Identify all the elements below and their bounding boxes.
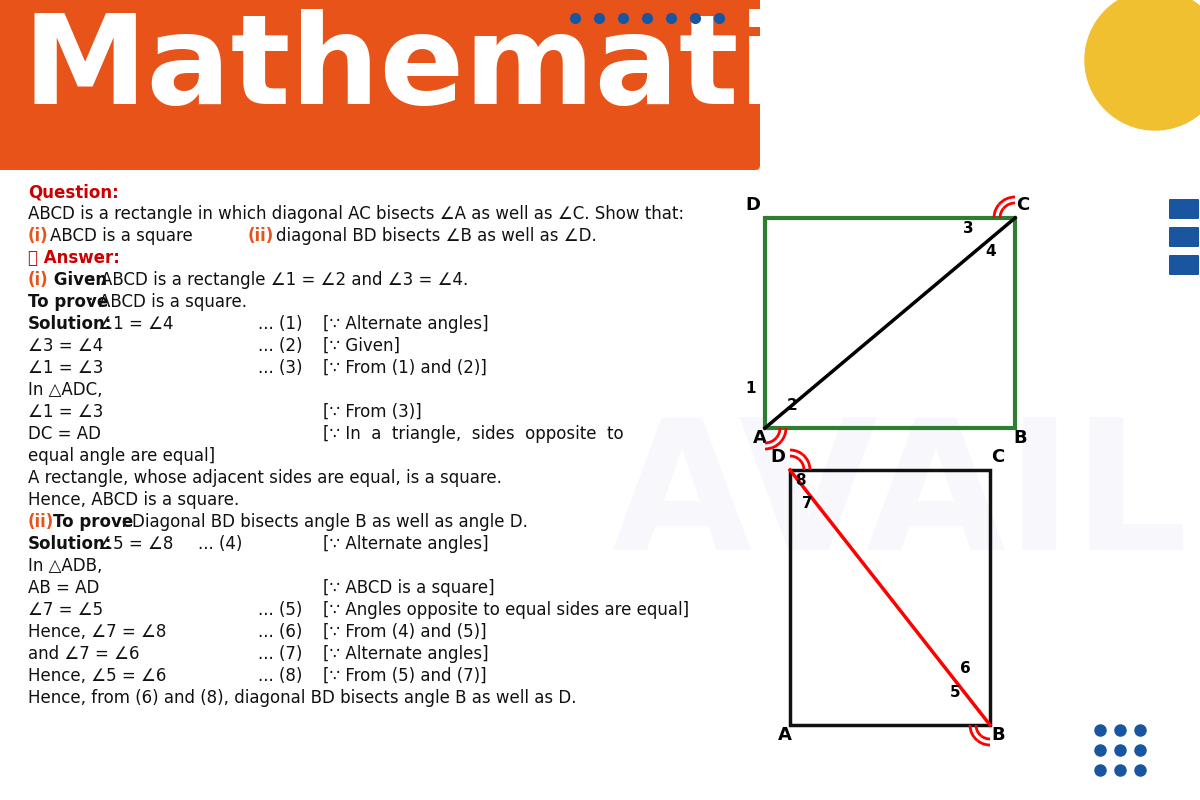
Text: ... (8): ... (8) (258, 667, 302, 685)
Text: ... (3): ... (3) (258, 359, 302, 377)
Text: 📖 Answer:: 📖 Answer: (28, 249, 120, 267)
Text: [∵ Alternate angles]: [∵ Alternate angles] (323, 535, 488, 553)
Text: In △ADC,: In △ADC, (28, 381, 102, 399)
Text: A: A (754, 429, 767, 447)
Text: ... (5): ... (5) (258, 601, 302, 619)
Text: [∵ Alternate angles]: [∵ Alternate angles] (323, 645, 488, 663)
Text: diagonal BD bisects ∠B as well as ∠D.: diagonal BD bisects ∠B as well as ∠D. (276, 227, 596, 245)
Text: [∵ Given]: [∵ Given] (323, 337, 400, 355)
Text: ... (6): ... (6) (258, 623, 302, 641)
Text: C: C (1016, 196, 1030, 214)
Text: ABCD is a rectangle in which diagonal AC bisects ∠A as well as ∠C. Show that:: ABCD is a rectangle in which diagonal AC… (28, 205, 684, 223)
Text: In △ADB,: In △ADB, (28, 557, 102, 575)
Text: B: B (1013, 429, 1027, 447)
Text: [∵ From (3)]: [∵ From (3)] (323, 403, 421, 421)
Circle shape (1085, 0, 1200, 130)
FancyBboxPatch shape (1169, 199, 1199, 219)
Text: 3: 3 (964, 221, 973, 236)
Text: DC = AD: DC = AD (28, 425, 101, 443)
Text: Mathematics: Mathematics (22, 9, 930, 130)
Text: D: D (770, 448, 786, 466)
Text: B: B (991, 726, 1004, 744)
Text: ∠1 = ∠3: ∠1 = ∠3 (28, 359, 103, 377)
FancyBboxPatch shape (1169, 227, 1199, 247)
Text: A: A (778, 726, 792, 744)
Text: (i): (i) (28, 271, 49, 289)
Text: ∠5 = ∠8: ∠5 = ∠8 (94, 535, 173, 553)
Text: ∠1 = ∠4: ∠1 = ∠4 (94, 315, 174, 333)
Text: 1: 1 (745, 381, 756, 396)
Text: AVAIL: AVAIL (612, 412, 1188, 588)
Text: ... (2): ... (2) (258, 337, 302, 355)
Text: [∵ Angles opposite to equal sides are equal]: [∵ Angles opposite to equal sides are eq… (323, 601, 689, 619)
Text: [∵ From (4) and (5)]: [∵ From (4) and (5)] (323, 623, 487, 641)
Text: To prove: To prove (28, 293, 108, 311)
Text: equal angle are equal]: equal angle are equal] (28, 447, 215, 465)
Text: ... (7): ... (7) (258, 645, 302, 663)
Text: (i): (i) (28, 227, 49, 245)
Text: A rectangle, whose adjacent sides are equal, is a square.: A rectangle, whose adjacent sides are eq… (28, 469, 502, 487)
Text: 8: 8 (796, 473, 805, 488)
Text: (ii): (ii) (248, 227, 275, 245)
Text: D: D (745, 196, 761, 214)
Text: ... (1): ... (1) (258, 315, 302, 333)
Text: : Diagonal BD bisects angle B as well as angle D.: : Diagonal BD bisects angle B as well as… (121, 513, 528, 531)
Text: To prove: To prove (53, 513, 133, 531)
Text: Hence, ∠5 = ∠6: Hence, ∠5 = ∠6 (28, 667, 167, 685)
FancyBboxPatch shape (1169, 255, 1199, 275)
Text: Solution:: Solution: (28, 315, 113, 333)
Text: Hence, ∠7 = ∠8: Hence, ∠7 = ∠8 (28, 623, 167, 641)
Text: Given: Given (48, 271, 107, 289)
Text: Hence, from (6) and (8), diagonal BD bisects angle B as well as D.: Hence, from (6) and (8), diagonal BD bis… (28, 689, 576, 707)
Text: [∵ From (1) and (2)]: [∵ From (1) and (2)] (323, 359, 487, 377)
Text: C: C (991, 448, 1004, 466)
Text: AB = AD: AB = AD (28, 579, 100, 597)
Text: [∵ From (5) and (7)]: [∵ From (5) and (7)] (323, 667, 487, 685)
Text: 4: 4 (985, 244, 996, 259)
Text: Solution:: Solution: (28, 535, 113, 553)
Polygon shape (55, 5, 760, 170)
Text: ... (4): ... (4) (198, 535, 242, 553)
Text: : ABCD is a rectangle ∠1 = ∠2 and ∠3 = ∠4.: : ABCD is a rectangle ∠1 = ∠2 and ∠3 = ∠… (90, 271, 468, 289)
Text: ABCD is a square: ABCD is a square (50, 227, 193, 245)
Text: ∠7 = ∠5: ∠7 = ∠5 (28, 601, 103, 619)
Text: (ii): (ii) (28, 513, 54, 531)
Text: and ∠7 = ∠6: and ∠7 = ∠6 (28, 645, 139, 663)
Text: ∠1 = ∠3: ∠1 = ∠3 (28, 403, 103, 421)
Text: [∵ ABCD is a square]: [∵ ABCD is a square] (323, 579, 494, 597)
FancyBboxPatch shape (0, 0, 760, 170)
Text: 6: 6 (960, 661, 971, 676)
Text: [∵ Alternate angles]: [∵ Alternate angles] (323, 315, 488, 333)
Text: Question:: Question: (28, 183, 119, 201)
Text: 5: 5 (950, 685, 961, 700)
Text: Hence, ABCD is a square.: Hence, ABCD is a square. (28, 491, 239, 509)
Text: 2: 2 (787, 398, 798, 413)
Text: 7: 7 (802, 496, 812, 511)
Text: ∠3 = ∠4: ∠3 = ∠4 (28, 337, 103, 355)
Text: : ABCD is a square.: : ABCD is a square. (88, 293, 247, 311)
Text: [∵ In  a  triangle,  sides  opposite  to: [∵ In a triangle, sides opposite to (323, 425, 624, 443)
